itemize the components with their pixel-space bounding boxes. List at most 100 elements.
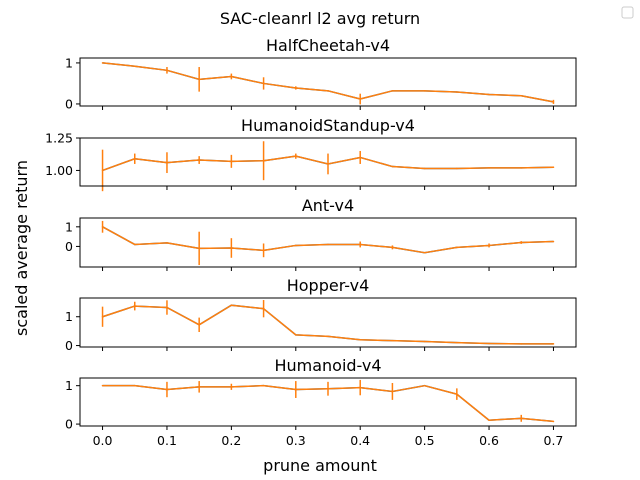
- data-point: [198, 159, 200, 161]
- data-point: [133, 243, 136, 246]
- data-point: [198, 247, 200, 250]
- data-point: [230, 247, 233, 249]
- x-tick-label: 0.3: [286, 433, 306, 448]
- y-tick-label: 1: [65, 219, 73, 234]
- y-tick-label: 1: [65, 378, 73, 393]
- data-point: [101, 226, 104, 228]
- data-point: [488, 342, 490, 345]
- data-point: [391, 339, 394, 342]
- data-point: [198, 386, 200, 388]
- data-point: [423, 251, 426, 254]
- y-tick-label: 0: [65, 239, 73, 254]
- subplot-humanoidstandup-v4: HumanoidStandup-v4 1.00 1.25: [45, 116, 577, 192]
- x-tick-label: 0.6: [479, 433, 499, 448]
- data-point: [391, 90, 394, 92]
- data-point: [456, 393, 458, 395]
- data-point: [294, 87, 297, 89]
- data-point: [552, 343, 555, 345]
- data-point: [230, 160, 233, 163]
- data-point: [327, 335, 329, 338]
- subplot-ant-v4: Ant-v4 0 1: [65, 196, 577, 271]
- data-point: [294, 244, 297, 247]
- data-point: [230, 304, 233, 307]
- data-point: [456, 341, 458, 344]
- data-point: [166, 69, 168, 72]
- data-point: [101, 62, 104, 64]
- data-point: [230, 386, 233, 388]
- x-tick-label: 0.4: [350, 433, 370, 448]
- axes-frame: [79, 377, 577, 427]
- data-point: [391, 246, 394, 249]
- data-point: [520, 241, 523, 244]
- data-point: [488, 244, 490, 247]
- data-point: [101, 384, 104, 387]
- data-point: [391, 165, 394, 168]
- data-point: [133, 384, 136, 387]
- data-point: [294, 388, 297, 391]
- x-tick-label: 0.5: [415, 433, 435, 448]
- data-point: [359, 98, 362, 100]
- subplots: HalfCheetah-v4 0 1 HumanoidStandup-v4 1.00 1.…: [45, 36, 577, 448]
- data-point: [423, 340, 426, 343]
- data-point: [456, 246, 458, 249]
- data-point: [262, 159, 265, 162]
- data-point: [198, 78, 200, 81]
- data-point: [520, 417, 523, 420]
- data-point: [456, 167, 458, 170]
- y-tick-label: 1.25: [45, 131, 73, 146]
- subplot-title: Humanoid-v4: [274, 356, 381, 375]
- data-point: [423, 384, 426, 387]
- data-point: [552, 101, 555, 103]
- y-tick-label: 0: [65, 417, 73, 432]
- data-point: [166, 388, 168, 391]
- data-point: [488, 93, 490, 96]
- data-point: [262, 82, 265, 85]
- y-tick-label: 1.00: [45, 163, 73, 178]
- x-tick-label: 0.1: [157, 433, 177, 448]
- data-point: [262, 307, 265, 310]
- data-point: [327, 243, 329, 246]
- legend-box: [621, 6, 634, 19]
- data-point: [359, 386, 362, 389]
- subplot-halfcheetah-v4: HalfCheetah-v4 0 1: [65, 36, 577, 111]
- data-point: [552, 240, 555, 243]
- subplot-title: HalfCheetah-v4: [266, 36, 390, 55]
- axes-frame: [79, 217, 577, 268]
- data-point: [166, 306, 168, 309]
- data-point: [456, 91, 458, 93]
- data-point: [423, 167, 426, 170]
- data-point: [327, 387, 329, 390]
- data-point: [488, 167, 490, 169]
- data-point: [133, 157, 136, 160]
- suptitle: SAC-cleanrl l2 avg return: [220, 9, 420, 28]
- data-point: [552, 420, 555, 423]
- data-point: [359, 156, 362, 159]
- data-point: [133, 305, 136, 307]
- y-tick-label: 1: [65, 309, 73, 324]
- data-point: [166, 242, 168, 244]
- y-tick-label: 0: [65, 338, 73, 353]
- y-axis-label: scaled average return: [12, 160, 31, 336]
- data-point: [359, 338, 362, 341]
- data-point: [166, 161, 168, 164]
- data-point: [262, 384, 265, 387]
- data-point: [262, 249, 265, 252]
- data-point: [230, 75, 233, 78]
- data-point: [198, 324, 200, 326]
- subplot-title: HumanoidStandup-v4: [241, 116, 415, 135]
- subplot-hopper-v4: Hopper-v4 0 1: [65, 276, 577, 353]
- axes-frame: [79, 57, 577, 107]
- x-tick-label: 0.7: [544, 433, 564, 448]
- y-tick-label: 1: [65, 55, 73, 70]
- data-point: [294, 155, 297, 157]
- x-tick-label: 0.0: [93, 433, 113, 448]
- data-point: [133, 65, 136, 68]
- subplot-humanoid-v4: Humanoid-v4 0 1 0.0 0.1 0.2 0.3 0.4 0.5 0.6 0.7: [65, 356, 577, 448]
- data-point: [101, 169, 104, 172]
- data-point: [101, 315, 104, 318]
- data-point: [520, 94, 523, 97]
- data-point: [294, 334, 297, 336]
- axes-frame: [79, 297, 577, 348]
